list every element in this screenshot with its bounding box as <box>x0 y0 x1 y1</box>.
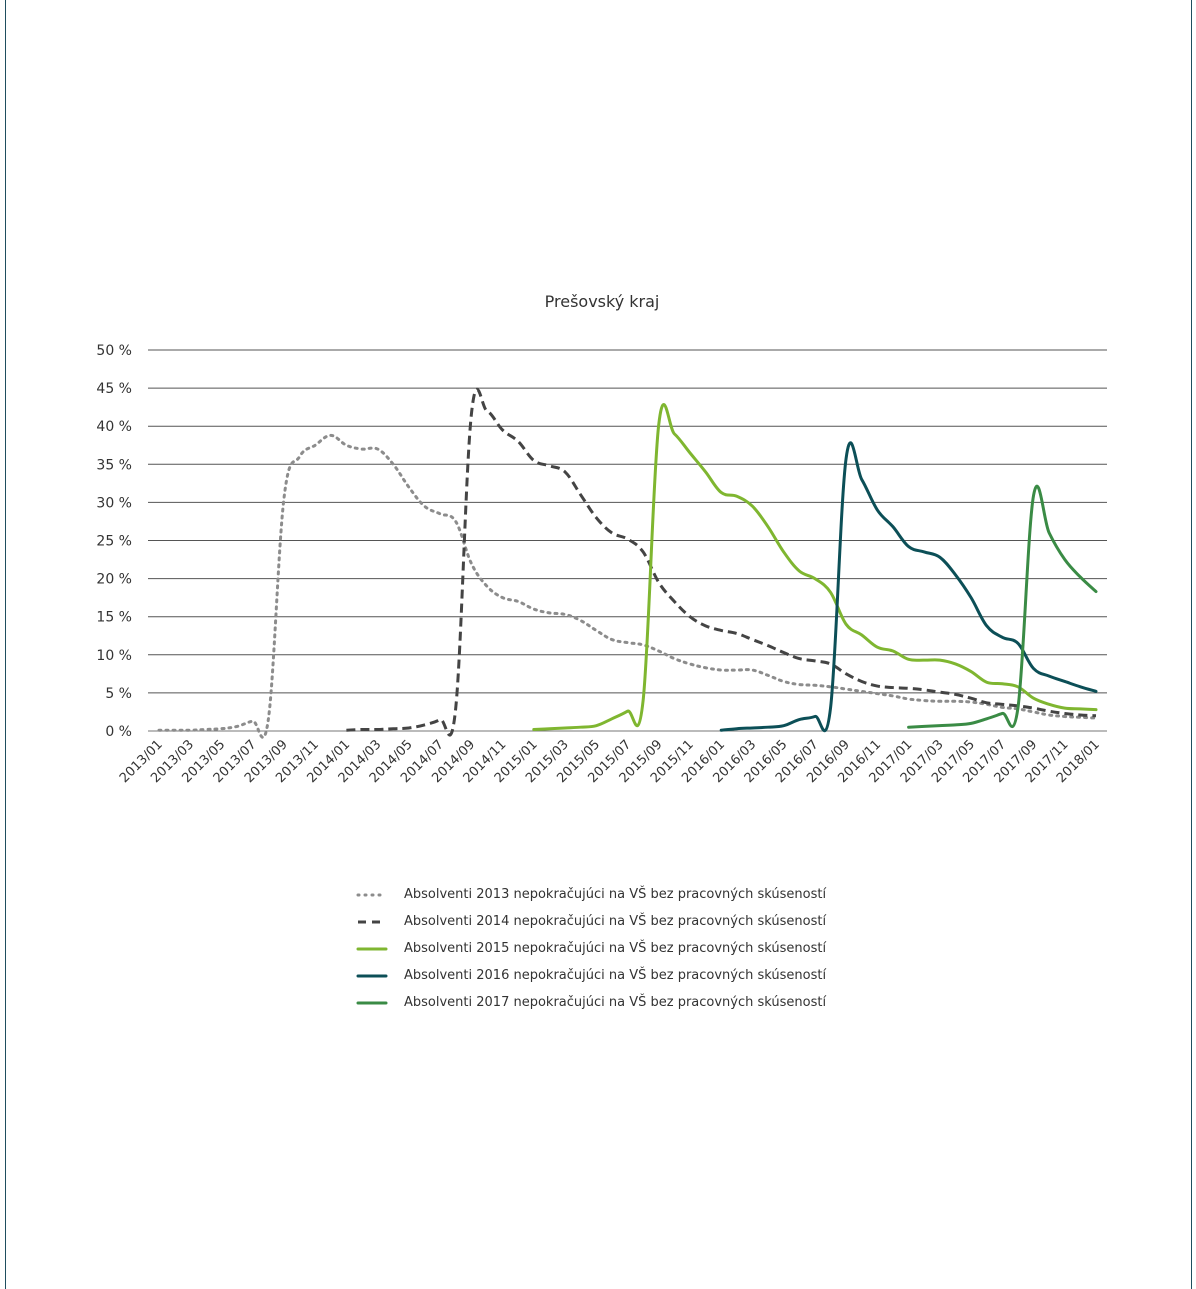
series-line-2 <box>346 387 1097 737</box>
legend-label: Absolventi 2014 nepokračujúci na VŠ bez … <box>404 914 827 929</box>
y-tick-label: 10 % <box>96 648 132 664</box>
y-tick-label: 35 % <box>96 457 132 473</box>
y-tick-label: 0 % <box>105 724 132 740</box>
legend-swatch <box>358 920 386 923</box>
y-tick-label: 20 % <box>96 572 132 588</box>
y-tick-label: 45 % <box>96 381 132 397</box>
line-chart: Prešovský kraj 0 % 5 % 10 % 15 % 20 % 25 % 30 … <box>96 292 1107 786</box>
legend-label: Absolventi 2013 nepokračujúci na VŠ bez … <box>404 887 827 902</box>
legend-item: Absolventi 2016 nepokračujúci na VŠ bez … <box>356 962 826 989</box>
chart-title: Prešovský kraj <box>545 292 660 311</box>
series-line-5 <box>907 484 1098 729</box>
legend-label: Absolventi 2016 nepokračujúci na VŠ bez … <box>404 968 827 983</box>
y-tick-label: 40 % <box>96 419 132 435</box>
legend-label: Absolventi 2015 nepokračujúci na VŠ bez … <box>404 941 827 956</box>
legend-swatch <box>356 1001 388 1004</box>
series-line-3 <box>532 403 1098 731</box>
y-tick-label: 50 % <box>96 343 132 359</box>
legend-swatch <box>356 947 388 950</box>
gridlines <box>148 349 1107 732</box>
y-tick-label: 25 % <box>96 534 132 550</box>
legend-label: Absolventi 2017 nepokračujúci na VŠ bez … <box>404 995 827 1010</box>
y-tick-label: 15 % <box>96 610 132 626</box>
series-line-4 <box>719 441 1098 733</box>
x-axis-ticks: 2013/012013/032013/052013/072013/092013/… <box>117 737 1103 786</box>
page-frame <box>5 0 1192 1289</box>
legend-item: Absolventi 2015 nepokračujúci na VŠ bez … <box>356 935 826 962</box>
series-line-1 <box>157 433 1098 739</box>
chart-legend: Absolventi 2013 nepokračujúci na VŠ bez … <box>356 881 826 1016</box>
y-tick-label: 5 % <box>105 686 132 702</box>
y-axis-ticks: 0 % 5 % 10 % 15 % 20 % 25 % 30 % 35 % 40 % 45 % 50… <box>96 343 132 740</box>
legend-item: Absolventi 2017 nepokračujúci na VŠ bez … <box>356 989 826 1016</box>
legend-item: Absolventi 2013 nepokračujúci na VŠ bez … <box>356 881 826 908</box>
series-lines <box>157 387 1098 739</box>
legend-swatch <box>356 974 388 977</box>
legend-swatch <box>356 893 388 896</box>
legend-item: Absolventi 2014 nepokračujúci na VŠ bez … <box>356 908 826 935</box>
y-tick-label: 30 % <box>96 495 132 511</box>
